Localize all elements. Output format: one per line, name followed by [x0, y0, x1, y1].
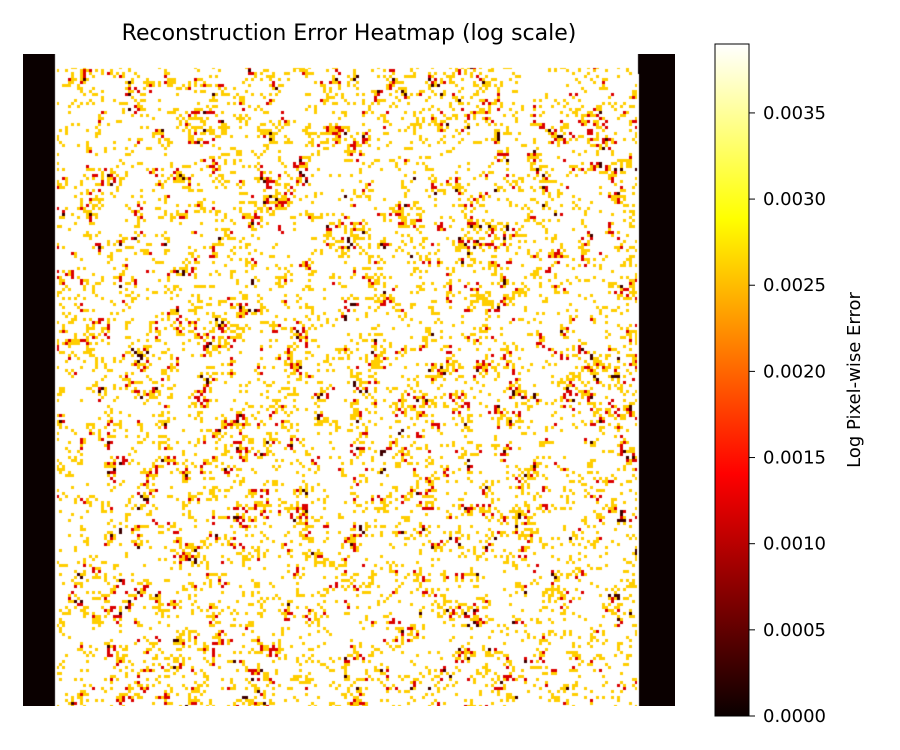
colorbar-label: Log Pixel-wise Error	[844, 292, 865, 468]
heatmap-cells	[23, 54, 675, 706]
colorbar-tick-label: 0.0020	[763, 361, 826, 382]
chart-title: Reconstruction Error Heatmap (log scale)	[122, 21, 577, 46]
colorbar-tick-label: 0.0025	[763, 275, 826, 296]
colorbar: 0.0000 0.0005 0.0010 0.0015 0.0020 0.0025 0.00…	[714, 43, 865, 727]
colorbar-tick-label: 0.0005	[763, 620, 826, 641]
colorbar-tick-label: 0.0030	[763, 189, 826, 210]
colorbar-tick-label: 0.0010	[763, 534, 826, 555]
colorbar-tick-label: 0.0015	[763, 448, 826, 469]
colorbar-tick-label: 0.0035	[763, 103, 826, 124]
colorbar-tick-label: 0.0000	[763, 706, 826, 727]
colorbar-gradient	[714, 43, 750, 717]
heatmap-plot	[23, 54, 675, 706]
